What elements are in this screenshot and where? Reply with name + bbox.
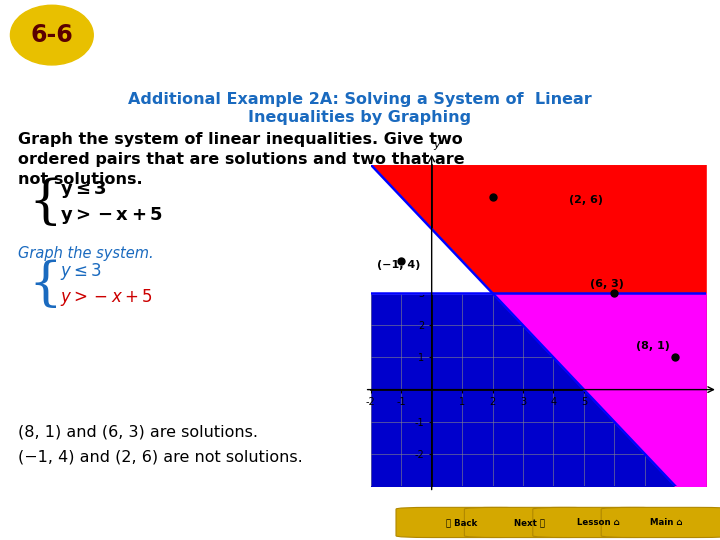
FancyBboxPatch shape [396, 508, 527, 537]
Text: $y \leq 3$: $y \leq 3$ [60, 261, 102, 282]
Text: y: y [433, 140, 439, 150]
FancyBboxPatch shape [464, 508, 595, 537]
Text: 6-6: 6-6 [30, 23, 73, 47]
Text: $\mathbf{y > -x + 5}$: $\mathbf{y > -x + 5}$ [60, 205, 163, 226]
Text: Lesson ⌂: Lesson ⌂ [577, 518, 620, 527]
Text: $y > -x + 5$: $y > -x + 5$ [60, 287, 153, 308]
Text: 〈 Back: 〈 Back [446, 518, 477, 527]
FancyBboxPatch shape [601, 508, 720, 537]
Text: Additional Example 2A: Solving a System of  Linear: Additional Example 2A: Solving a System … [128, 92, 592, 107]
Text: © HOLT McDOUGAL, All Rights Reserved: © HOLT McDOUGAL, All Rights Reserved [14, 518, 197, 527]
Text: (8, 1) and (6, 3) are solutions.: (8, 1) and (6, 3) are solutions. [18, 425, 258, 440]
Text: $\mathbf{y \leq 3}$: $\mathbf{y \leq 3}$ [60, 179, 107, 200]
Text: Inequalities by Graphing: Inequalities by Graphing [248, 110, 472, 125]
Text: (−1, 4): (−1, 4) [377, 260, 420, 269]
Text: Next 〉: Next 〉 [514, 518, 546, 527]
Text: (−1, 4) and (2, 6) are not solutions.: (−1, 4) and (2, 6) are not solutions. [18, 450, 302, 465]
Text: (8, 1): (8, 1) [636, 341, 670, 352]
Text: (2, 6): (2, 6) [569, 195, 603, 205]
FancyBboxPatch shape [533, 508, 664, 537]
Text: not solutions.: not solutions. [18, 172, 143, 187]
Text: Graph the system.: Graph the system. [18, 246, 153, 261]
Text: (6, 3): (6, 3) [590, 279, 624, 289]
Text: Main ⌂: Main ⌂ [650, 518, 683, 527]
Ellipse shape [10, 5, 94, 65]
Text: Solving Systems of Linear Inequalities: Solving Systems of Linear Inequalities [163, 25, 644, 45]
Text: {: { [28, 177, 62, 228]
Text: ordered pairs that are solutions and two that are: ordered pairs that are solutions and two… [18, 152, 464, 167]
Text: Graph the system of linear inequalities. Give two: Graph the system of linear inequalities.… [18, 132, 463, 147]
Text: {: { [28, 259, 62, 310]
